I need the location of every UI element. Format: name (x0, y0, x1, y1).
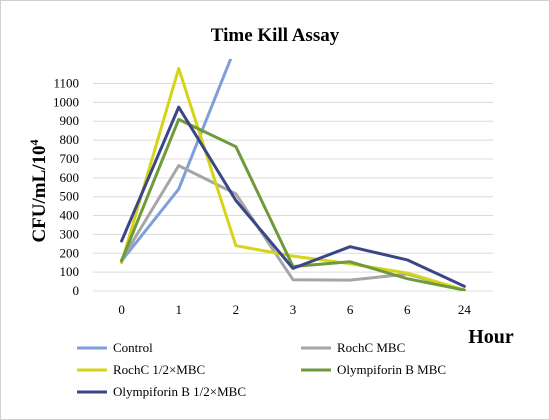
y-tick-label: 400 (60, 208, 80, 223)
x-tick-label: 1 (175, 302, 182, 317)
y-tick-label: 1100 (53, 76, 79, 91)
x-tick-label: 24 (458, 302, 472, 317)
x-tick-label: 2 (233, 302, 240, 317)
y-axis-label-text: CFU/mL/10 (29, 145, 50, 242)
x-tick-label: 6 (404, 302, 411, 317)
x-tick-label: 6 (347, 302, 354, 317)
legend-label: Control (113, 340, 153, 355)
series-line (120, 164, 466, 291)
x-axis-label: Hour (468, 326, 514, 348)
y-tick-label: 900 (60, 113, 80, 128)
y-tick-label: 300 (60, 226, 80, 241)
grid-layer (93, 83, 493, 292)
y-tick-label: 100 (60, 264, 80, 279)
legend-label: RochC 1/2×MBC (113, 362, 205, 377)
y-tick-label: 500 (60, 189, 80, 204)
legend-label: RochC MBC (337, 340, 405, 355)
y-axis-label: CFU/mL/104 (27, 139, 50, 242)
series-line (120, 117, 466, 291)
y-tick-labels: 0 100 200 300 400 500 600 700 800 900 1000 1100 (53, 76, 79, 298)
legend-label: Olympiforin B MBC (337, 362, 446, 377)
series-layer (120, 59, 466, 291)
y-tick-label: 800 (60, 132, 80, 147)
legend: Control RochC MBC RochC 1/2×MBC Olympiforin… (77, 340, 446, 399)
chart-title: Time Kill Assay (211, 25, 340, 46)
y-tick-label: 700 (60, 151, 80, 166)
y-tick-label: 200 (60, 245, 80, 260)
y-tick-label: 0 (73, 283, 80, 298)
y-tick-label: 600 (60, 170, 80, 185)
x-tick-labels: 0 1 2 3 6 6 24 (118, 302, 471, 317)
series-line (120, 59, 233, 263)
x-tick-label: 0 (118, 302, 125, 317)
series-line (120, 66, 466, 291)
y-axis-label-superscript: 4 (27, 139, 41, 145)
legend-label: Olympiforin B 1/2×MBC (113, 384, 246, 399)
y-tick-label: 1000 (53, 94, 79, 109)
series-line (120, 105, 466, 288)
x-tick-label: 3 (290, 302, 297, 317)
